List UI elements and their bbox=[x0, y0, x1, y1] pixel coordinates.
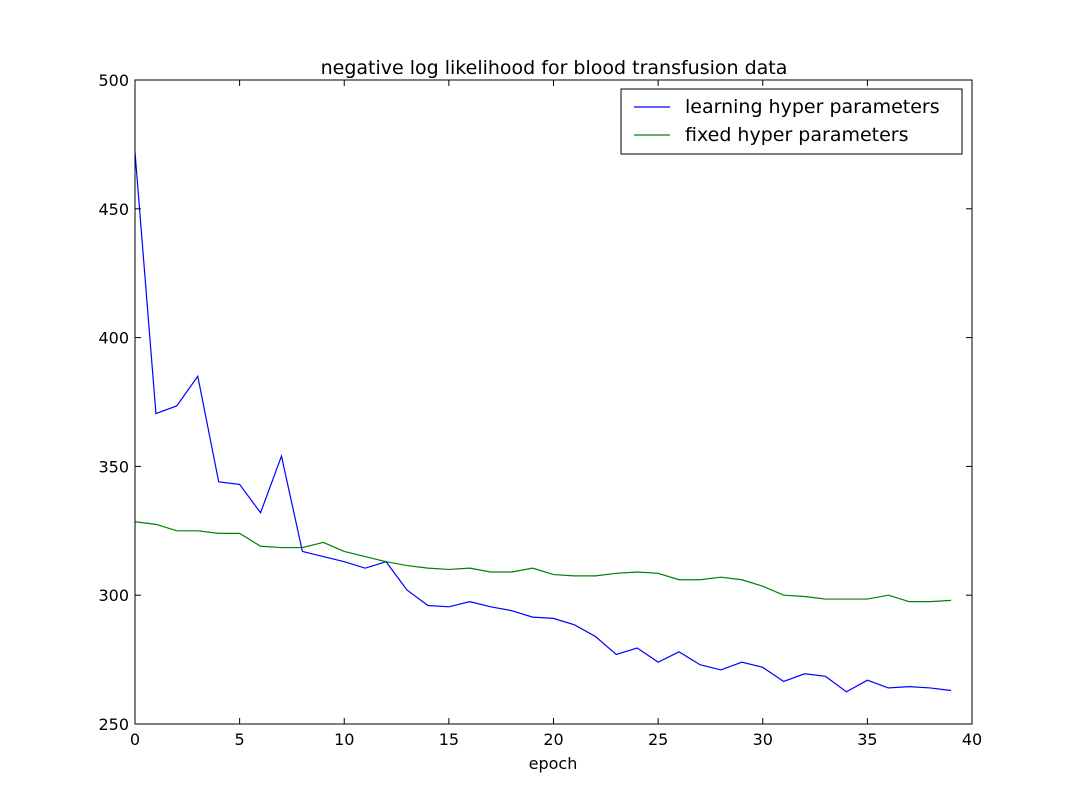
x-tick-label: 5 bbox=[235, 730, 245, 749]
x-tick-label: 40 bbox=[962, 730, 982, 749]
x-tick-label: 20 bbox=[543, 730, 563, 749]
y-tick-label: 350 bbox=[98, 457, 129, 476]
x-tick-label: 10 bbox=[334, 730, 354, 749]
legend: learning hyper parameters fixed hyper par… bbox=[620, 88, 963, 155]
legend-box bbox=[620, 88, 963, 155]
legend-label: fixed hyper parameters bbox=[685, 124, 909, 146]
series-line bbox=[134, 521, 952, 603]
series-layer bbox=[134, 152, 952, 693]
legend-label: learning hyper parameters bbox=[685, 96, 940, 118]
chart-title: negative log likelihood for blood transf… bbox=[321, 57, 788, 79]
x-tick-label: 0 bbox=[130, 730, 140, 749]
x-axis-label: epoch bbox=[529, 754, 578, 773]
x-tick-label: 30 bbox=[753, 730, 773, 749]
legend-items: learning hyper parameters fixed hyper par… bbox=[634, 96, 940, 146]
x-tick-label: 25 bbox=[648, 730, 668, 749]
series-0 bbox=[134, 152, 952, 693]
y-tick-label: 300 bbox=[98, 586, 129, 605]
ticks-layer: 0 5 10 15 20 25 30 35 40 250 300 350 400 450 500 bbox=[98, 71, 982, 749]
y-tick-label: 450 bbox=[98, 200, 129, 219]
y-tick-label: 400 bbox=[98, 329, 129, 348]
x-tick-label: 35 bbox=[857, 730, 877, 749]
x-tick-label: 15 bbox=[439, 730, 459, 749]
y-tick-label: 500 bbox=[98, 71, 129, 90]
series-1 bbox=[134, 521, 952, 603]
series-line bbox=[134, 152, 952, 693]
y-tick-label: 250 bbox=[98, 715, 129, 734]
